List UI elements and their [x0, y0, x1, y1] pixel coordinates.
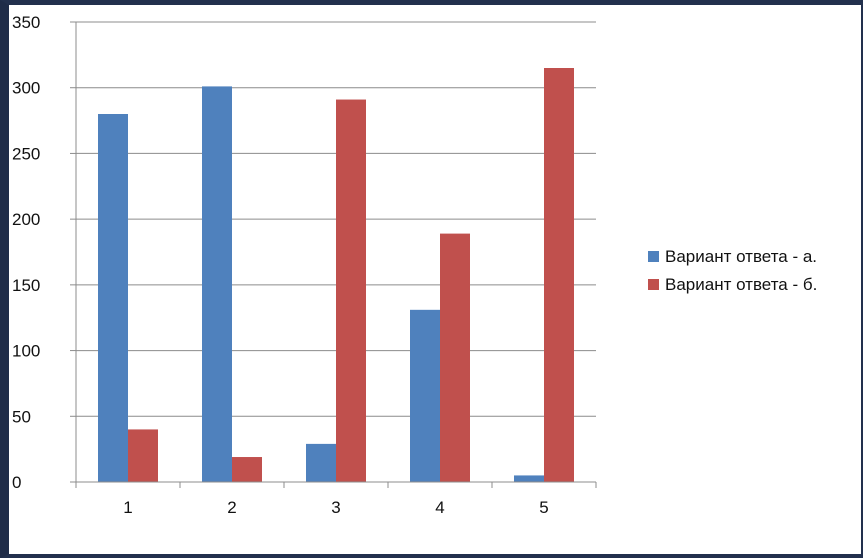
bar-series-2-cat-2: [232, 457, 262, 482]
x-tick-label: 4: [435, 498, 444, 517]
legend-label-2: Вариант ответа - б.: [665, 275, 817, 294]
legend-swatch-1: [648, 251, 659, 262]
bar-series-2-cat-1: [128, 429, 158, 482]
y-tick-label: 350: [12, 13, 40, 32]
bars: [98, 68, 574, 483]
y-axis-ticks: 0 50 100 150 200 250 300 350: [12, 13, 76, 492]
bar-series-1-cat-2: [202, 86, 232, 483]
y-tick-label: 100: [12, 342, 40, 361]
bar-series-2-cat-4: [440, 233, 470, 482]
y-tick-label: 50: [12, 407, 31, 426]
y-tick-label: 200: [12, 210, 40, 229]
bar-series-2-cat-3: [336, 99, 366, 483]
axes: [70, 22, 596, 483]
bar-series-1-cat-3: [306, 443, 336, 482]
bar-chart: 0 50 100 150 200 250 300 350 1 2 3 4 5 Вариант отве…: [12, 13, 817, 517]
y-tick-label: 0: [12, 473, 21, 492]
x-tick-label: 5: [539, 498, 548, 517]
y-tick-label: 300: [12, 79, 40, 98]
bar-series-1-cat-5: [514, 475, 544, 482]
bar-series-1-cat-4: [410, 309, 440, 482]
legend-swatch-2: [648, 279, 659, 290]
x-tick-label: 2: [227, 498, 236, 517]
x-axis-ticks: 1 2 3 4 5: [75, 482, 597, 517]
legend: Вариант ответа - а. Вариант ответа - б.: [648, 247, 817, 294]
y-tick-label: 150: [12, 276, 40, 295]
x-tick-label: 3: [331, 498, 340, 517]
legend-label-1: Вариант ответа - а.: [665, 247, 817, 266]
bar-series-1-cat-1: [98, 114, 128, 482]
y-tick-label: 250: [12, 144, 40, 163]
bar-series-2-cat-5: [544, 68, 574, 482]
x-tick-label: 1: [123, 498, 132, 517]
